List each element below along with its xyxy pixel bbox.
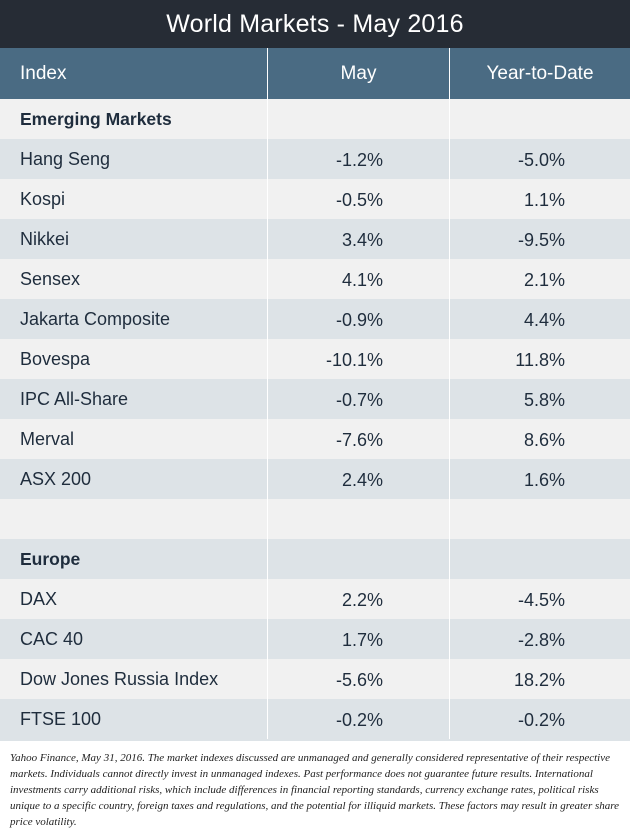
ytd-value-cell: 8.6%: [449, 419, 630, 459]
may-value-cell: 2.4%: [267, 459, 449, 499]
section-title: Emerging Markets: [20, 108, 172, 129]
footnote: Yahoo Finance, May 31, 2016. The market …: [0, 739, 630, 830]
ytd-value-cell: -9.5%: [449, 219, 630, 259]
may-value-cell: -0.9%: [267, 299, 449, 339]
index-name-cell: Nikkei: [20, 228, 70, 249]
ytd-value-cell: 5.8%: [449, 379, 630, 419]
may-value-cell: -0.5%: [267, 179, 449, 219]
may-value-cell: 1.7%: [267, 619, 449, 659]
may-value-cell: 4.1%: [267, 259, 449, 299]
table-title: World Markets - May 2016: [0, 0, 630, 48]
index-name-cell: Sensex: [20, 268, 81, 289]
index-name-cell: CAC 40: [20, 628, 84, 649]
table-row: Kospi -0.5% 1.1%: [0, 179, 630, 219]
may-value-cell: -7.6%: [267, 419, 449, 459]
index-name-cell: DAX: [20, 588, 58, 609]
ytd-value-cell: 1.1%: [449, 179, 630, 219]
table-header-row: Index May Year-to-Date: [0, 48, 630, 99]
table-row: CAC 40 1.7% -2.8%: [0, 619, 630, 659]
index-name-cell: IPC All-Share: [20, 388, 129, 409]
section-header-row: Europe: [0, 539, 630, 579]
table-row: DAX 2.2% -4.5%: [0, 579, 630, 619]
table-row: ASX 200 2.4% 1.6%: [0, 459, 630, 499]
ytd-value-cell: -5.0%: [449, 139, 630, 179]
spacer-row: [0, 499, 630, 539]
index-name-cell: ASX 200: [20, 468, 92, 489]
table-row: Nikkei 3.4% -9.5%: [0, 219, 630, 259]
table-row: IPC All-Share -0.7% 5.8%: [0, 379, 630, 419]
empty-cell: [267, 499, 449, 539]
ytd-value-cell: -2.8%: [449, 619, 630, 659]
ytd-value-cell: 11.8%: [449, 339, 630, 379]
may-value-cell: -0.2%: [267, 699, 449, 739]
empty-cell: [449, 539, 630, 579]
ytd-value-cell: 4.4%: [449, 299, 630, 339]
may-value-cell: -10.1%: [267, 339, 449, 379]
ytd-value-cell: -0.2%: [449, 699, 630, 739]
ytd-value-cell: 18.2%: [449, 659, 630, 699]
may-value-cell: 2.2%: [267, 579, 449, 619]
ytd-value-cell: 1.6%: [449, 459, 630, 499]
header-ytd: Year-to-Date: [449, 48, 630, 99]
table-body: Emerging Markets Hang Seng -1.2% -5.0% Kospi…: [0, 99, 630, 739]
ytd-value-cell: -4.5%: [449, 579, 630, 619]
index-name-cell: FTSE 100: [20, 708, 102, 729]
table-row: Dow Jones Russia Index -5.6% 18.2%: [0, 659, 630, 699]
ytd-value-cell: 2.1%: [449, 259, 630, 299]
section-header-row: Emerging Markets: [0, 99, 630, 139]
empty-cell: [267, 539, 449, 579]
empty-cell: [449, 99, 630, 139]
index-name-cell: Bovespa: [20, 348, 91, 369]
index-name-cell: Hang Seng: [20, 148, 111, 169]
table-row: FTSE 100 -0.2% -0.2%: [0, 699, 630, 739]
may-value-cell: -5.6%: [267, 659, 449, 699]
table-title-text: World Markets - May 2016: [166, 9, 464, 38]
table-row: Bovespa -10.1% 11.8%: [0, 339, 630, 379]
section-title: Europe: [20, 548, 81, 569]
table-row: Hang Seng -1.2% -5.0%: [0, 139, 630, 179]
table-row: Merval -7.6% 8.6%: [0, 419, 630, 459]
index-name-cell: Kospi: [20, 188, 66, 209]
index-name-cell: Merval: [20, 428, 75, 449]
table-row: Jakarta Composite -0.9% 4.4%: [0, 299, 630, 339]
table-row: Sensex 4.1% 2.1%: [0, 259, 630, 299]
index-name-cell: Dow Jones Russia Index: [20, 668, 219, 689]
empty-cell: [0, 499, 267, 539]
may-value-cell: -1.2%: [267, 139, 449, 179]
header-may: May: [267, 48, 449, 99]
may-value-cell: -0.7%: [267, 379, 449, 419]
may-value-cell: 3.4%: [267, 219, 449, 259]
empty-cell: [267, 99, 449, 139]
index-name-cell: Jakarta Composite: [20, 308, 171, 329]
header-index: Index: [20, 62, 67, 84]
empty-cell: [449, 499, 630, 539]
